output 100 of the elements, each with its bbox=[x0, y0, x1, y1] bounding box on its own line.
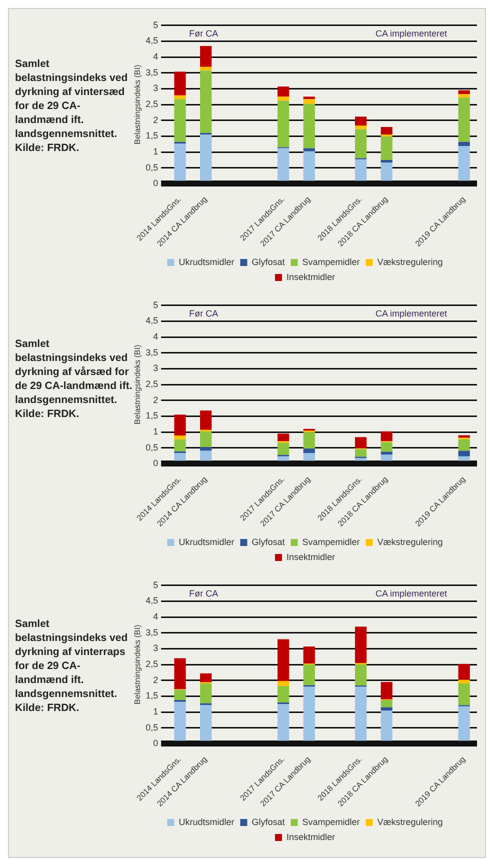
text: Samlet belastningsindeks ved dyrkning af vintersæd for de 29 CA-landmænd ift. landsgennemsnittet. Kilde: FRDK. bbox=[14, 57, 129, 155]
annotation: Før CA bbox=[189, 308, 218, 318]
bar bbox=[303, 432, 315, 449]
bar bbox=[380, 431, 392, 442]
bar bbox=[458, 680, 470, 684]
y-tick-label: 2,5 bbox=[146, 659, 158, 670]
y-tick-label: 2,5 bbox=[146, 379, 158, 390]
bar bbox=[380, 136, 392, 160]
bar bbox=[303, 99, 315, 104]
bar bbox=[380, 682, 392, 700]
bar bbox=[458, 439, 470, 451]
annotation: CA implementeret bbox=[375, 588, 448, 598]
y-tick-label: 4 bbox=[153, 332, 158, 342]
annotation: Før CA bbox=[189, 28, 218, 38]
bar bbox=[278, 686, 290, 703]
bar bbox=[174, 99, 186, 142]
y-tick-label: 3,5 bbox=[146, 347, 158, 358]
legend-label: Insektmidler bbox=[286, 832, 336, 842]
bar bbox=[303, 104, 315, 148]
bar bbox=[458, 94, 470, 98]
bar bbox=[354, 449, 367, 457]
bar bbox=[200, 446, 212, 451]
bar bbox=[278, 639, 290, 682]
y-tick-label: 4,5 bbox=[146, 596, 158, 606]
legend-label: Svampemidler bbox=[302, 536, 360, 547]
bar bbox=[200, 431, 212, 447]
bar bbox=[354, 437, 367, 448]
y-tick-label: 0,5 bbox=[146, 722, 158, 732]
bar bbox=[380, 442, 392, 452]
bar bbox=[200, 70, 212, 134]
bar bbox=[458, 450, 470, 456]
y-tick-label: 2 bbox=[153, 674, 158, 685]
legend-label: Glyfosat bbox=[252, 816, 286, 827]
annotation: CA implementeret bbox=[375, 28, 448, 38]
bar bbox=[278, 96, 290, 101]
y-tick-label: 5 bbox=[153, 20, 158, 30]
bar bbox=[200, 684, 212, 704]
legend-label: Insektmidler bbox=[286, 552, 336, 562]
legend-label: Svampemidler bbox=[302, 816, 360, 827]
bar bbox=[380, 707, 392, 710]
bar bbox=[174, 436, 186, 440]
bar bbox=[380, 160, 392, 163]
bar bbox=[174, 439, 186, 452]
bar bbox=[354, 116, 367, 126]
bar bbox=[354, 129, 367, 158]
bar bbox=[458, 142, 470, 146]
bar bbox=[303, 148, 315, 152]
y-tick-label: 5 bbox=[153, 300, 158, 310]
y-tick-label: 3 bbox=[153, 363, 158, 374]
y-tick-label: 3 bbox=[153, 643, 158, 654]
bar bbox=[458, 90, 470, 94]
legend-label: Ukrudtsmidler bbox=[178, 536, 234, 547]
legend-label: Insektmidler bbox=[286, 272, 336, 282]
legend-label: Ukrudtsmidler bbox=[178, 816, 234, 827]
bar bbox=[458, 684, 470, 706]
bar bbox=[380, 700, 392, 708]
y-axis-title: Belastningsindeks (BI) bbox=[133, 64, 142, 144]
bar bbox=[174, 414, 186, 436]
y-tick-label: 1,5 bbox=[146, 410, 158, 421]
legend-label: Glyfosat bbox=[252, 256, 286, 267]
y-tick-label: 4,5 bbox=[146, 316, 158, 326]
y-tick-label: 1 bbox=[153, 706, 158, 717]
bar bbox=[354, 626, 367, 663]
y-tick-label: 0 bbox=[153, 458, 158, 468]
y-tick-label: 0 bbox=[153, 178, 158, 188]
bar bbox=[174, 72, 186, 96]
annotation: CA implementeret bbox=[375, 308, 448, 318]
y-tick-label: 1 bbox=[153, 426, 158, 437]
bar bbox=[354, 664, 367, 686]
y-tick-label: 3,5 bbox=[146, 627, 158, 638]
bar bbox=[200, 66, 212, 71]
text: Samlet belastningsindeks ved dyrkning af vårsæd for de 29 CA-landmænd ift. landsgennemsnittet. Kilde: FRDK. bbox=[14, 337, 133, 421]
y-tick-label: 0,5 bbox=[146, 442, 158, 452]
bar bbox=[278, 442, 290, 455]
bar bbox=[458, 664, 470, 680]
bar bbox=[354, 125, 367, 130]
legend-label: Vækstregulering bbox=[377, 256, 443, 267]
y-axis-title: Belastningsindeks (BI) bbox=[133, 624, 142, 704]
bar bbox=[380, 127, 392, 135]
text: Samlet belastningsindeks ved dyrkning af vinterraps for de 29 CA-landmænd ift. landsgennemsnittet. Kilde: FRDK. bbox=[14, 617, 129, 715]
y-tick-label: 2 bbox=[153, 114, 158, 125]
bar bbox=[200, 673, 212, 682]
bar bbox=[278, 434, 290, 442]
bar bbox=[278, 681, 290, 686]
bar bbox=[174, 690, 186, 700]
annotation: Før CA bbox=[189, 588, 218, 598]
y-tick-label: 4,5 bbox=[146, 36, 158, 46]
y-tick-label: 3 bbox=[153, 83, 158, 94]
bar bbox=[380, 452, 392, 455]
y-tick-label: 0 bbox=[153, 738, 158, 748]
bar bbox=[174, 658, 186, 690]
bar bbox=[303, 646, 315, 664]
legend-label: Vækstregulering bbox=[377, 816, 443, 827]
bar bbox=[278, 100, 290, 148]
bar bbox=[278, 86, 290, 97]
y-tick-label: 3,5 bbox=[146, 67, 158, 78]
bar bbox=[458, 98, 470, 142]
bar bbox=[458, 435, 470, 438]
bar bbox=[303, 448, 315, 453]
y-tick-label: 1,5 bbox=[146, 690, 158, 701]
